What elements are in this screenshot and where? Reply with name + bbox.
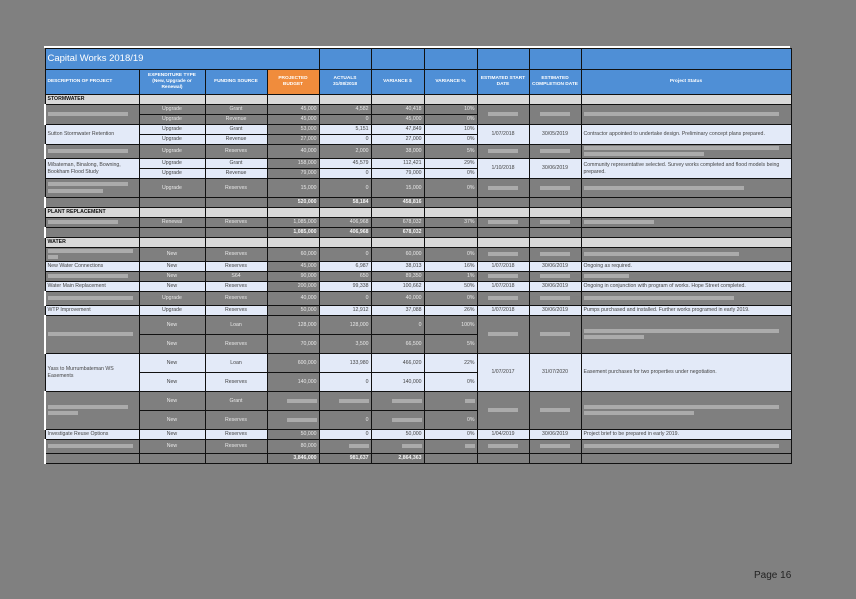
project-description (44, 391, 140, 430)
stormwater-total-row: 520,000 58,184 458,816 (44, 197, 792, 208)
project-description (44, 271, 140, 282)
project-status (580, 291, 792, 306)
project-description: WTP Improvement (44, 305, 140, 316)
table-row: New Water Connections New Reserves 45,00… (44, 261, 792, 272)
table-row: M/bateman, Binalong, Bowning, Bookham Fl… (44, 158, 792, 179)
project-description: Yass to Murrumbateman WS Easements (44, 353, 140, 392)
table-row: New Reserves 60,000 0 60,000 0% (44, 247, 792, 262)
col-completion-date: ESTIMATED COMPLETION DATE (528, 69, 582, 95)
col-projected-budget: PROJECTED BUDGET (266, 69, 320, 95)
table-row: New Reserves 80,000 (44, 439, 792, 454)
project-status (580, 391, 792, 430)
capital-works-table: Capital Works 2018/19 DESCRIPTION OF PRO… (44, 48, 792, 464)
table-row: Investigate Reuse Options New Reserves 5… (44, 429, 792, 440)
project-description: New Water Connections (44, 261, 140, 272)
capital-works-sheet: Capital Works 2018/19 DESCRIPTION OF PRO… (44, 46, 792, 464)
project-status (580, 315, 792, 354)
project-status (580, 104, 792, 125)
completion-date (528, 104, 582, 125)
project-status: Pumps purchased and installed. Further w… (580, 305, 792, 316)
table-row: Yass to Murrumbateman WS Easements New L… (44, 353, 792, 392)
col-description: DESCRIPTION OF PROJECT (44, 69, 140, 95)
table-row: New Reserves 70,000 3,500 66,500 5% (45, 334, 791, 354)
table-row: WTP Improvement Upgrade Reserves 50,000 … (44, 305, 792, 316)
project-description (44, 144, 140, 159)
project-description (44, 315, 140, 354)
section-stormwater: STORMWATER (44, 94, 792, 105)
project-description (44, 439, 140, 454)
water-total-row: 3,846,000 981,637 2,864,363 (44, 453, 792, 464)
section-plant-replacement: PLANT REPLACEMENT (44, 207, 792, 218)
project-description (44, 178, 140, 198)
table-row: New S64 90,000 650 89,350 1% (44, 271, 792, 282)
project-status: Ongoing in conjunction with program of w… (580, 281, 792, 292)
table-row: Upgrade Grant 45,000 4,582 40,418 10% (44, 104, 792, 125)
project-description (44, 247, 140, 262)
project-status (580, 217, 792, 228)
table-row: Upgrade Revenue 45,000 0 45,000 0% (45, 114, 791, 125)
project-status: Community representative selected. Surve… (580, 158, 792, 179)
project-description (44, 104, 140, 125)
title-row: Capital Works 2018/19 (44, 48, 792, 70)
project-status (580, 144, 792, 159)
col-funding-source: FUNDING SOURCE (204, 69, 268, 95)
project-status (580, 439, 792, 454)
project-status: Ongoing as required. (580, 261, 792, 272)
col-start-date: ESTIMATED START DATE (476, 69, 530, 95)
col-project-status: Project Status (580, 69, 792, 95)
project-description: Investigate Reuse Options (44, 429, 140, 440)
table-row: New Grant (44, 391, 792, 430)
table-row: Renewal Reserves 1,085,000 406,968 678,0… (44, 217, 792, 228)
section-water: WATER (44, 237, 792, 248)
table-row: Upgrade Reserves 15,000 0 15,000 0% (44, 178, 792, 198)
header-row: DESCRIPTION OF PROJECT EXPENDITURE TYPE … (44, 69, 792, 95)
project-status (580, 247, 792, 262)
table-row: New Loan 128,000 128,000 0 100% (44, 315, 792, 354)
project-description: M/bateman, Binalong, Bowning, Bookham Fl… (44, 158, 140, 179)
col-variance-dollar: VARIANCE $ (370, 69, 425, 95)
col-expenditure-type: EXPENDITURE TYPE (New, Upgrade or Renewa… (138, 69, 206, 95)
col-variance-pct: VARIANCE % (423, 69, 478, 95)
project-description: Sutton Stormwater Retention (44, 124, 140, 145)
project-status (580, 271, 792, 282)
project-status: Easement purchases for two properties un… (580, 353, 792, 392)
page-number: Page 16 (754, 570, 792, 581)
project-description: Water Main Replacement (44, 281, 140, 292)
project-status: Project brief to be prepared in early 20… (580, 429, 792, 440)
table-row: Water Main Replacement New Reserves 200,… (44, 281, 792, 292)
plant-total-row: 1,085,000 406,968 678,032 (44, 227, 792, 238)
start-date (476, 104, 530, 125)
col-actuals: ACTUALS 31/08/2018 (318, 69, 372, 95)
project-description (44, 217, 140, 228)
project-status (580, 178, 792, 198)
page-title: Capital Works 2018/19 (47, 53, 144, 65)
project-description (44, 291, 140, 306)
table-row: Sutton Stormwater Retention Upgrade Gran… (44, 124, 792, 145)
table-row: Upgrade Reserves 40,000 2,000 38,000 5% (44, 144, 792, 159)
table-row: Upgrade Reserves 40,000 0 40,000 0% (44, 291, 792, 306)
project-status: Contractor appointed to undertake design… (580, 124, 792, 145)
